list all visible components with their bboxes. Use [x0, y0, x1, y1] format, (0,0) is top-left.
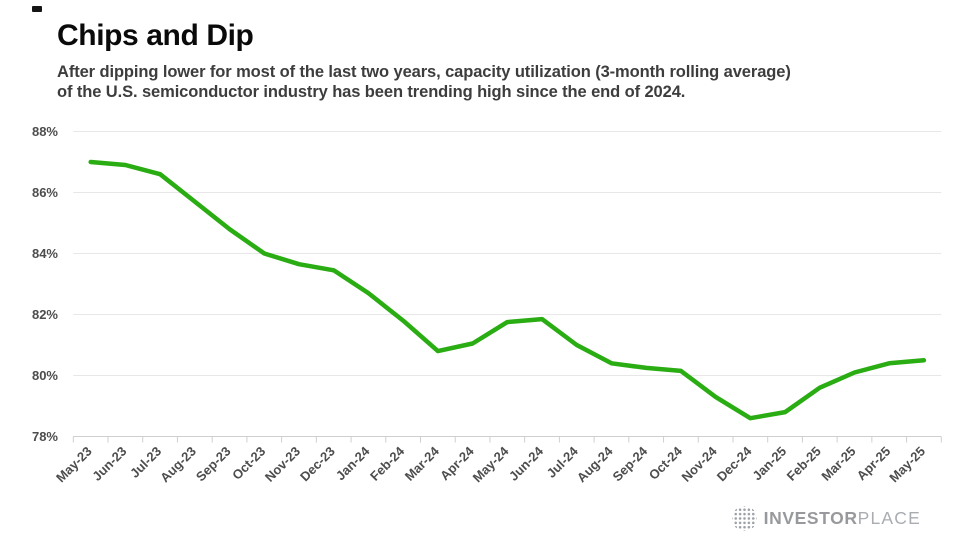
x-axis-label-group: May-23	[53, 444, 95, 486]
x-axis-label-group: Mar-25	[818, 444, 858, 484]
chart-header: Chips and Dip After dipping lower for mo…	[57, 18, 791, 102]
x-axis-label: Feb-24	[367, 443, 408, 484]
x-axis-label: Sep-23	[193, 444, 234, 485]
x-axis-label: Oct-24	[646, 443, 686, 483]
y-axis-label: 78%	[32, 429, 58, 444]
x-axis-label: Sep-24	[610, 443, 651, 484]
x-axis-label: Aug-24	[574, 443, 616, 485]
chart-title: Chips and Dip	[57, 19, 254, 52]
chart-subtitle-line-2: of the U.S. semiconductor industry has b…	[57, 83, 686, 101]
x-axis-label-group: Nov-23	[262, 444, 303, 485]
x-axis-label: Mar-25	[818, 444, 858, 484]
x-axis-label: Jan-24	[333, 443, 373, 483]
x-axis-label-group: May-25	[886, 444, 928, 486]
x-axis-label-group: May-24	[470, 443, 512, 485]
x-axis-label-group: Nov-24	[678, 443, 720, 485]
x-axis-label: Dec-23	[297, 444, 338, 485]
x-axis-label-group: Feb-25	[784, 444, 824, 484]
x-axis-label-group: Oct-24	[646, 443, 686, 483]
x-axis-label: Dec-24	[714, 443, 755, 484]
brand-wordmark-bold: INVESTOR	[763, 508, 858, 528]
x-axis-label: May-23	[53, 444, 95, 486]
y-axis-label: 80%	[32, 368, 58, 383]
x-axis-label: Feb-25	[784, 444, 824, 484]
x-axis-label: Nov-24	[678, 443, 720, 485]
x-axis-label: Mar-24	[402, 443, 443, 484]
brand-wordmark: INVESTORPLACE	[764, 508, 921, 529]
x-axis-label-group: Sep-23	[193, 444, 234, 485]
chart-subtitle: After dipping lower for most of the last…	[57, 62, 791, 102]
capacity-utilization-series-line	[88, 159, 927, 421]
x-axis-label-group: Jun-23	[89, 444, 129, 484]
x-axis-label-group: Feb-24	[367, 443, 408, 484]
y-axis-label: 84%	[32, 246, 58, 261]
halftone-globe-icon	[731, 506, 757, 531]
corner-mark	[32, 6, 42, 12]
x-axis-label-group: Dec-23	[297, 444, 338, 485]
x-axis-label: Jun-24	[506, 443, 547, 484]
x-axis-label-group: Aug-24	[574, 443, 616, 485]
x-axis-label: May-25	[886, 444, 928, 486]
x-axis-label-group: Jan-24	[333, 443, 373, 483]
x-axis-label-group: Jan-25	[749, 444, 789, 484]
x-axis-label-group: Mar-24	[402, 443, 443, 484]
x-axis-label-group: Aug-23	[157, 444, 199, 486]
x-axis-label: Jun-23	[89, 444, 129, 484]
x-axis-label-group: Dec-24	[714, 443, 755, 484]
x-axis-label: Apr-25	[854, 444, 894, 484]
x-axis-label-group: Oct-23	[229, 444, 268, 483]
x-axis-label: Jan-25	[749, 444, 789, 484]
x-axis-label: Oct-23	[229, 444, 268, 483]
y-axis-label: 86%	[32, 185, 58, 200]
chart-subtitle-line-1: After dipping lower for most of the last…	[57, 63, 791, 81]
x-axis-label-group: Sep-24	[610, 443, 651, 484]
x-axis-label: Aug-23	[157, 444, 199, 486]
y-axis-label: 82%	[32, 307, 58, 322]
x-axis-label-group: Apr-25	[854, 444, 894, 484]
x-axis-label-group: Jun-24	[506, 443, 547, 484]
x-axis-label: Nov-23	[262, 444, 303, 485]
brand-footer: INVESTORPLACE	[731, 506, 921, 531]
x-axis-label: May-24	[470, 443, 512, 485]
brand-wordmark-light: PLACE	[857, 508, 921, 528]
y-axis-label: 88%	[32, 124, 58, 139]
